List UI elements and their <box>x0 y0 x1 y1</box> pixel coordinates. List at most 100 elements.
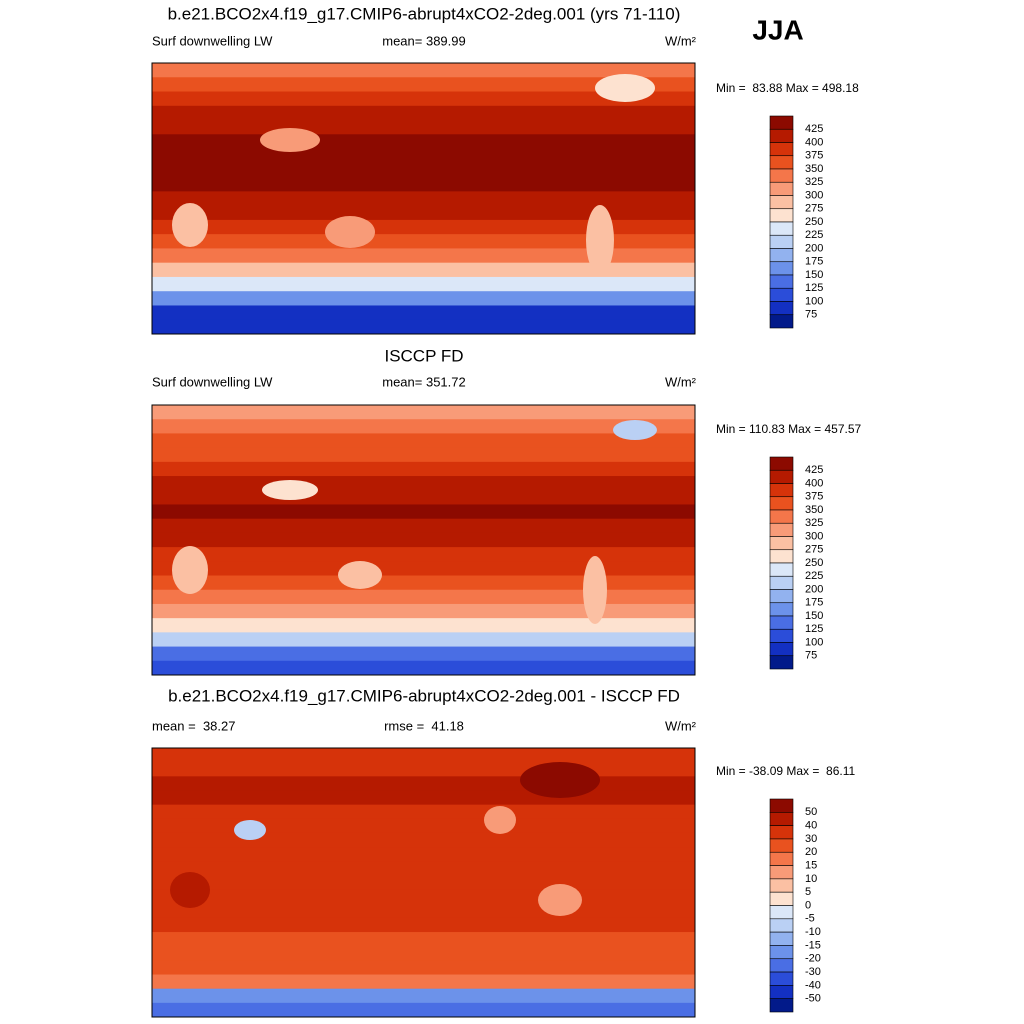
colorbar-box <box>769 628 794 643</box>
colorbar-box <box>769 248 794 263</box>
map-band <box>152 632 695 648</box>
colorbar-box <box>769 496 794 511</box>
colorbar-box <box>769 168 794 183</box>
colorbar-label: 200 <box>805 583 823 595</box>
colorbar-box <box>769 655 794 670</box>
map-band <box>152 162 695 178</box>
colorbar-label: 325 <box>805 517 823 529</box>
colorbar-box <box>769 456 794 471</box>
map-band <box>152 575 695 591</box>
colorbar-label: 100 <box>805 636 823 648</box>
colorbar-label: 400 <box>805 477 823 489</box>
units-label: W/m² <box>665 33 697 48</box>
map-band <box>152 762 695 777</box>
map-band <box>152 561 695 577</box>
colorbar-label: 175 <box>805 597 823 609</box>
colorbar-box <box>769 575 794 590</box>
map-frame <box>151 404 696 676</box>
colorbar-label: 225 <box>805 570 823 582</box>
colorbar-box <box>769 825 794 840</box>
map-band <box>152 476 695 491</box>
map-band <box>152 532 695 548</box>
colorbar-label: -15 <box>805 939 821 951</box>
map-band <box>152 518 695 534</box>
colorbar-box <box>769 314 794 329</box>
map-region <box>234 820 266 840</box>
colorbar-label: -10 <box>805 926 821 938</box>
colorbar-label: 100 <box>805 295 823 307</box>
colorbar-label: 125 <box>805 282 823 294</box>
map-band <box>152 319 695 334</box>
map <box>152 63 695 334</box>
colorbar-label: 275 <box>805 544 823 556</box>
center-label: mean= 389.99 <box>382 33 465 48</box>
map-band <box>152 305 695 321</box>
map-band <box>152 134 695 150</box>
map-band <box>152 419 695 434</box>
left-label: Surf downwelling LW <box>152 374 273 389</box>
colorbar-label: -50 <box>805 993 821 1005</box>
map-band <box>152 818 695 834</box>
map-band <box>152 903 695 919</box>
colorbar-label: 20 <box>805 846 817 858</box>
colorbar-box <box>769 155 794 170</box>
map-band <box>152 405 695 420</box>
map-band <box>152 276 695 292</box>
map-region <box>538 884 582 916</box>
map-band <box>152 120 695 135</box>
left-label: mean = 38.27 <box>152 718 235 733</box>
map-band <box>152 847 695 862</box>
map-band <box>152 974 695 990</box>
map-band <box>152 589 695 605</box>
colorbar-label: -40 <box>805 979 821 991</box>
colorbar-box <box>769 115 794 130</box>
center-label: rmse = 41.18 <box>384 718 464 733</box>
colorbar-label: 0 <box>805 899 811 911</box>
colorbar-box <box>769 562 794 577</box>
colorbar-label: -30 <box>805 966 821 978</box>
map-band <box>152 603 695 619</box>
min-max: Min = 83.88 Max = 498.18 <box>716 81 859 95</box>
map-band <box>152 205 695 221</box>
colorbar-box <box>769 208 794 223</box>
colorbar-label: 350 <box>805 163 823 175</box>
map-region <box>586 205 614 275</box>
colorbar-box <box>769 798 794 813</box>
colorbar-box <box>769 181 794 196</box>
map-band <box>152 63 695 78</box>
colorbar-label: 425 <box>805 464 823 476</box>
colorbar-label: 150 <box>805 269 823 281</box>
season-label: JJA <box>752 14 803 45</box>
colorbar-box <box>769 931 794 946</box>
map-band <box>152 248 695 264</box>
map-region <box>172 203 208 247</box>
map-frame <box>151 747 696 1018</box>
colorbar-label: 250 <box>805 557 823 569</box>
colorbar-box <box>769 642 794 657</box>
colorbar-box <box>769 918 794 933</box>
map-band <box>152 177 695 192</box>
map-region <box>613 420 657 440</box>
colorbar-box <box>769 589 794 604</box>
map-band <box>152 748 695 763</box>
colorbar-label: -20 <box>805 953 821 965</box>
colorbar-label: 275 <box>805 203 823 215</box>
map-band <box>152 932 695 947</box>
colorbar-label: 175 <box>805 256 823 268</box>
colorbar-box <box>769 602 794 617</box>
colorbar-label: 400 <box>805 136 823 148</box>
colorbar-label: 15 <box>805 859 817 871</box>
colorbar-box <box>769 905 794 920</box>
colorbar-box <box>769 234 794 249</box>
colorbar-label: 375 <box>805 150 823 162</box>
map-band <box>152 804 695 820</box>
colorbar-label: 325 <box>805 176 823 188</box>
panel-title: b.e21.BCO2x4.f19_g17.CMIP6-abrupt4xCO2-2… <box>168 4 681 23</box>
map-field <box>152 63 695 334</box>
colorbar-label: 425 <box>805 123 823 135</box>
colorbar-box <box>769 301 794 316</box>
colorbar-label: 350 <box>805 504 823 516</box>
map-band <box>152 1002 695 1017</box>
map-band <box>152 646 695 662</box>
colorbar-box <box>769 509 794 524</box>
